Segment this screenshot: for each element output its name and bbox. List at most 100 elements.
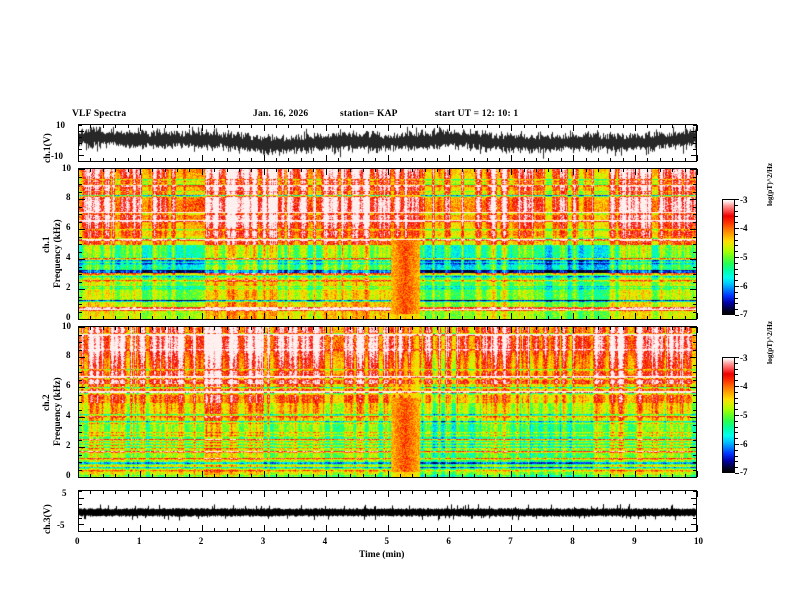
axis-tick (623, 491, 624, 495)
x-tick-label: 7 (508, 536, 513, 546)
axis-tick (412, 157, 413, 161)
axis-tick (660, 125, 661, 129)
axis-tick (400, 491, 401, 495)
axis-tick (79, 267, 83, 268)
axis-tick (693, 518, 696, 519)
axis-tick (214, 527, 215, 531)
axis-tick (691, 155, 696, 156)
axis-tick (177, 125, 178, 129)
axis-tick (264, 313, 265, 319)
axis-tick (79, 440, 83, 441)
colorbar-ch1-tick-4: -4 (740, 223, 748, 233)
axis-tick (202, 169, 203, 175)
axis-tick (487, 169, 488, 173)
axis-tick (202, 491, 203, 497)
ch1-spec-ytick-10: 10 (62, 163, 71, 173)
axis-tick (548, 473, 549, 477)
axis-tick (647, 473, 648, 477)
ch1-spec-ytick-2: 2 (66, 282, 71, 292)
axis-tick (412, 125, 413, 129)
colorbar-tick (735, 386, 739, 387)
axis-tick (692, 297, 696, 298)
axis-tick (251, 169, 252, 173)
axis-tick (487, 157, 488, 161)
axis-tick (375, 169, 376, 173)
axis-tick (313, 125, 314, 129)
axis-tick (610, 157, 611, 161)
axis-tick (388, 125, 389, 131)
axis-tick (685, 169, 686, 173)
axis-tick (693, 491, 696, 492)
axis-tick (79, 357, 85, 358)
axis-tick (487, 527, 488, 531)
axis-tick (660, 169, 661, 173)
axis-tick (79, 319, 85, 320)
ch2-spec-axis-label-2: Frequency (kHz) (53, 377, 63, 446)
axis-tick (693, 125, 696, 126)
axis-tick (177, 527, 178, 531)
axis-tick (487, 327, 488, 331)
axis-tick (115, 327, 116, 331)
axis-tick (449, 525, 450, 531)
axis-tick (647, 157, 648, 161)
axis-tick (548, 169, 549, 173)
axis-tick (598, 491, 599, 495)
axis-tick (449, 471, 450, 477)
axis-tick (598, 327, 599, 331)
axis-tick (524, 491, 525, 495)
axis-tick (103, 527, 104, 531)
axis-tick (623, 527, 624, 531)
axis-tick (350, 125, 351, 129)
colorbar-tick (735, 473, 739, 474)
axis-tick (79, 184, 83, 185)
axis-tick (189, 125, 190, 129)
axis-tick (561, 473, 562, 477)
axis-tick (672, 327, 673, 331)
ch2-spec-ytick-0: 0 (66, 470, 71, 480)
axis-tick (462, 473, 463, 477)
axis-tick (202, 155, 203, 161)
axis-tick (79, 207, 83, 208)
colorbar-minor-tick (735, 269, 738, 270)
axis-tick (511, 471, 512, 477)
axis-tick (586, 527, 587, 531)
ch1-ytick-neg10: -10 (51, 151, 63, 161)
axis-tick (697, 313, 698, 319)
colorbar-minor-tick (735, 392, 738, 393)
axis-tick (635, 525, 636, 531)
axis-tick (140, 327, 141, 333)
axis-tick (524, 473, 525, 477)
axis-tick (326, 155, 327, 161)
axis-tick (697, 155, 698, 161)
axis-tick (610, 327, 611, 331)
axis-tick (449, 125, 450, 131)
axis-tick (214, 315, 215, 319)
axis-tick (690, 447, 696, 448)
axis-tick (103, 125, 104, 129)
axis-tick (375, 315, 376, 319)
axis-tick (165, 327, 166, 331)
axis-tick (462, 315, 463, 319)
axis-tick (536, 157, 537, 161)
colorbar-minor-tick (735, 432, 738, 433)
colorbar-minor-tick (735, 309, 738, 310)
axis-tick (412, 473, 413, 477)
axis-tick (227, 315, 228, 319)
axis-tick (586, 169, 587, 173)
axis-tick (140, 313, 141, 319)
axis-tick (350, 527, 351, 531)
axis-tick (586, 473, 587, 477)
axis-tick (79, 143, 82, 144)
ch2-spec-ytick-4: 4 (66, 410, 71, 420)
axis-tick (586, 157, 587, 161)
axis-tick (301, 169, 302, 173)
axis-tick (511, 169, 512, 175)
x-tick-label: 0 (75, 536, 80, 546)
axis-tick (276, 473, 277, 477)
axis-tick (474, 157, 475, 161)
axis-tick (690, 327, 696, 328)
ch1-waveform-axis-label: ch.1(V) (43, 133, 53, 163)
axis-tick (561, 125, 562, 129)
axis-tick (313, 327, 314, 331)
x-tick-label: 10 (694, 536, 703, 546)
